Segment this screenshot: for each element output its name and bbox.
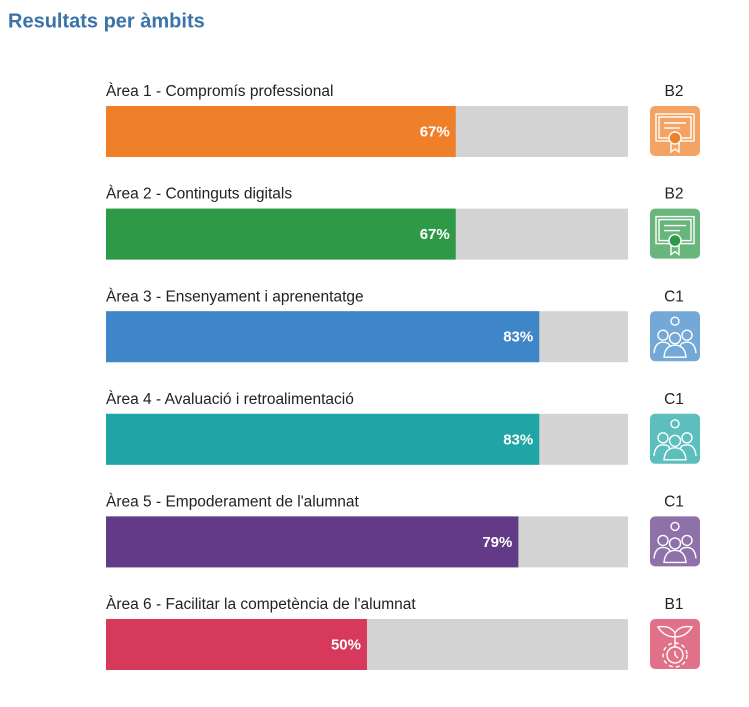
icon-line xyxy=(662,642,688,668)
icon-line xyxy=(666,646,684,664)
icon-line xyxy=(679,546,697,559)
chart-title: Resultats per àmbits xyxy=(8,10,205,32)
icon-line xyxy=(668,434,682,447)
icon-bg xyxy=(650,413,700,464)
icon-line xyxy=(653,444,671,456)
category-label: Àrea 5 - Empoderament de l'alumnat xyxy=(106,493,360,510)
icon-line xyxy=(653,341,671,354)
icon-line xyxy=(670,143,680,154)
level-label: C1 xyxy=(664,288,684,305)
icon-bg xyxy=(650,516,700,567)
category-label: Àrea 6 - Facilitar la competència de l'a… xyxy=(106,596,416,613)
icon-line xyxy=(674,651,679,659)
icon-line xyxy=(669,234,681,247)
level-icon xyxy=(650,208,700,259)
icon-line xyxy=(670,245,680,257)
level-label: B1 xyxy=(665,596,684,613)
value-label: 50% xyxy=(331,636,361,653)
icon-line xyxy=(668,332,682,345)
icon-line xyxy=(657,432,669,444)
icon-line xyxy=(669,132,681,144)
level-label: C1 xyxy=(664,493,684,510)
level-icon xyxy=(650,311,700,362)
value-label: 67% xyxy=(420,226,450,243)
icon-line xyxy=(681,534,693,547)
icon-line xyxy=(670,419,680,429)
icon-line xyxy=(679,341,697,354)
bar xyxy=(106,619,367,670)
level-icon xyxy=(650,106,700,156)
bar xyxy=(106,413,540,465)
category-label: Àrea 4 - Avaluació i retroalimentació xyxy=(106,391,354,408)
category-label: Àrea 3 - Ensenyament i aprenentatge xyxy=(106,288,364,305)
icon-line xyxy=(670,316,680,326)
value-label: 67% xyxy=(420,123,450,140)
level-icon xyxy=(650,619,700,669)
icon-line xyxy=(656,625,694,647)
icon-line xyxy=(681,329,693,341)
icon-line xyxy=(668,131,682,145)
level-icon xyxy=(650,516,700,567)
icon-line xyxy=(679,444,697,456)
icon-line xyxy=(657,534,669,547)
level-label: B2 xyxy=(665,83,684,100)
icon-line xyxy=(653,546,671,559)
icon-line xyxy=(663,549,687,564)
category-label: Àrea 2 - Continguts digitals xyxy=(106,186,292,203)
icon-line xyxy=(663,447,687,461)
level-label: C1 xyxy=(664,391,684,408)
bar xyxy=(106,516,519,568)
level-icon xyxy=(650,413,700,464)
value-label: 79% xyxy=(482,534,512,551)
category-label: Àrea 1 - Compromís professional xyxy=(106,83,333,100)
level-label: B2 xyxy=(665,186,684,203)
value-label: 83% xyxy=(503,329,533,346)
bar xyxy=(106,106,456,157)
bar xyxy=(106,311,540,363)
icon-line xyxy=(670,521,680,532)
icon-line xyxy=(663,344,687,358)
icon-line xyxy=(681,432,693,444)
icon-line xyxy=(657,329,669,341)
icon-line xyxy=(668,233,682,248)
value-label: 83% xyxy=(503,431,533,448)
bar xyxy=(106,208,456,260)
icon-bg xyxy=(650,311,700,362)
icon-bg xyxy=(650,208,700,259)
icon-bg xyxy=(650,106,700,156)
icon-line xyxy=(668,537,682,550)
